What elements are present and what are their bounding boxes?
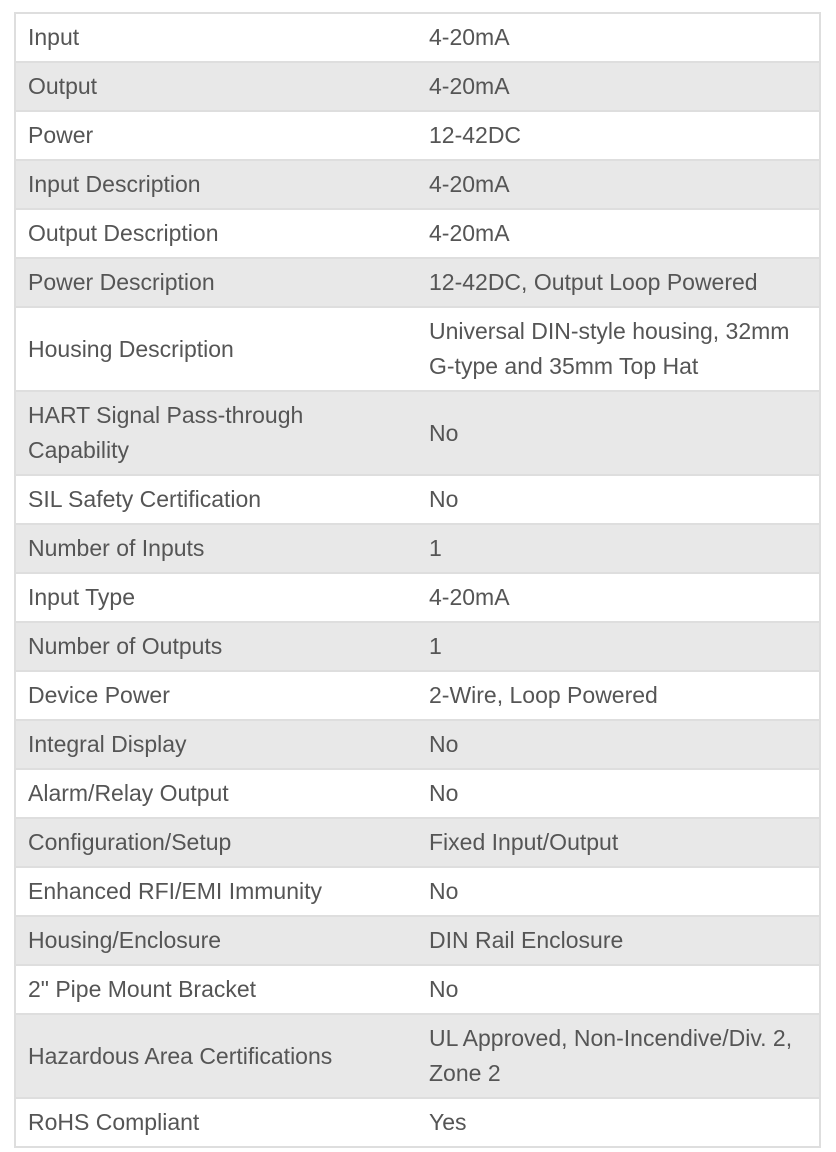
spec-value: 2-Wire, Loop Powered xyxy=(417,671,820,721)
spec-label: Power xyxy=(15,111,417,161)
spec-row: Input Description 4-20mA xyxy=(15,160,820,210)
spec-label: Housing Description xyxy=(15,307,417,392)
spec-value: No xyxy=(417,769,820,819)
spec-label: Number of Inputs xyxy=(15,524,417,574)
spec-value: 4-20mA xyxy=(417,62,820,112)
spec-label: Enhanced RFI/EMI Immunity xyxy=(15,867,417,917)
spec-value: No xyxy=(417,867,820,917)
spec-label: RoHS Compliant xyxy=(15,1098,417,1148)
spec-row: Integral Display No xyxy=(15,720,820,770)
spec-label: Device Power xyxy=(15,671,417,721)
spec-label: SIL Safety Certification xyxy=(15,475,417,525)
spec-row: Hazardous Area Certifications UL Approved… xyxy=(15,1014,820,1099)
spec-row: Number of Inputs 1 xyxy=(15,524,820,574)
spec-label: Input Description xyxy=(15,160,417,210)
spec-label: Input xyxy=(15,13,417,63)
spec-value: No xyxy=(417,965,820,1015)
spec-value: No xyxy=(417,720,820,770)
spec-value: 1 xyxy=(417,524,820,574)
spec-row: Output 4-20mA xyxy=(15,62,820,112)
spec-value: No xyxy=(417,475,820,525)
spec-value: 4-20mA xyxy=(417,13,820,63)
spec-value: 1 xyxy=(417,622,820,672)
spec-label: Housing/Enclosure xyxy=(15,916,417,966)
spec-row: Number of Outputs 1 xyxy=(15,622,820,672)
spec-value: Fixed Input/Output xyxy=(417,818,820,868)
spec-row: RoHS Compliant Yes xyxy=(15,1098,820,1148)
spec-row: SIL Safety Certification No xyxy=(15,475,820,525)
spec-row: Device Power 2-Wire, Loop Powered xyxy=(15,671,820,721)
spec-label: Hazardous Area Certifications xyxy=(15,1014,417,1099)
spec-label: Output Description xyxy=(15,209,417,259)
spec-label: Alarm/Relay Output xyxy=(15,769,417,819)
spec-value: UL Approved, Non-Incendive/Div. 2, Zone … xyxy=(417,1014,820,1099)
spec-row: Input Type 4-20mA xyxy=(15,573,820,623)
spec-value: Universal DIN-style housing, 32mm G-type… xyxy=(417,307,820,392)
spec-label: Power Description xyxy=(15,258,417,308)
spec-value: 4-20mA xyxy=(417,209,820,259)
spec-row: Configuration/Setup Fixed Input/Output xyxy=(15,818,820,868)
spec-value: 4-20mA xyxy=(417,573,820,623)
spec-label: Output xyxy=(15,62,417,112)
spec-row: Housing Description Universal DIN-style h… xyxy=(15,307,820,392)
spec-value: Yes xyxy=(417,1098,820,1148)
spec-value: 4-20mA xyxy=(417,160,820,210)
spec-row: Output Description 4-20mA xyxy=(15,209,820,259)
spec-row: 2" Pipe Mount Bracket No xyxy=(15,965,820,1015)
spec-label: Integral Display xyxy=(15,720,417,770)
spec-row: Housing/Enclosure DIN Rail Enclosure xyxy=(15,916,820,966)
spec-row: Power 12-42DC xyxy=(15,111,820,161)
spec-value: 12-42DC, Output Loop Powered xyxy=(417,258,820,308)
specifications-table: Input 4-20mA Output 4-20mA Power 12-42DC Input… xyxy=(14,12,821,1148)
specifications-table-body: Input 4-20mA Output 4-20mA Power 12-42DC Input… xyxy=(15,13,820,1148)
spec-label: Number of Outputs xyxy=(15,622,417,672)
spec-row: Enhanced RFI/EMI Immunity No xyxy=(15,867,820,917)
spec-row: Alarm/Relay Output No xyxy=(15,769,820,819)
spec-label: Input Type xyxy=(15,573,417,623)
spec-label: Configuration/Setup xyxy=(15,818,417,868)
spec-label: 2" Pipe Mount Bracket xyxy=(15,965,417,1015)
spec-value: DIN Rail Enclosure xyxy=(417,916,820,966)
spec-value: No xyxy=(417,391,820,476)
spec-row: Power Description 12-42DC, Output Loop Po… xyxy=(15,258,820,308)
spec-value: 12-42DC xyxy=(417,111,820,161)
spec-label: HART Signal Pass-through Capability xyxy=(15,391,417,476)
spec-row: Input 4-20mA xyxy=(15,13,820,63)
spec-row: HART Signal Pass-through Capability No xyxy=(15,391,820,476)
